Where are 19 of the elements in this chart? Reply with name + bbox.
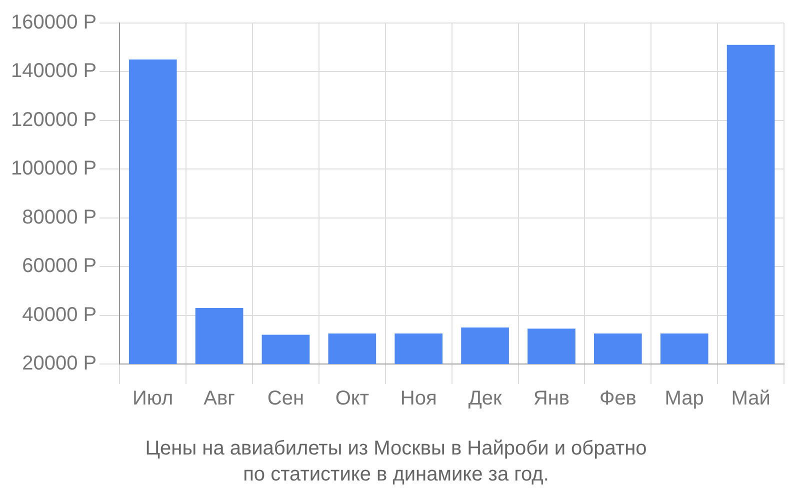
x-tick-label: Окт bbox=[335, 388, 370, 410]
y-tick-label: 20000 Р bbox=[22, 352, 97, 375]
x-tick-label: Ноя bbox=[400, 388, 437, 410]
y-tick-label: 160000 Р bbox=[10, 12, 97, 34]
x-tick-label: Май bbox=[731, 388, 770, 410]
y-tick-label: 100000 Р bbox=[10, 158, 97, 180]
x-tick-label: Фев bbox=[599, 388, 636, 410]
y-tick-label: 140000 Р bbox=[10, 60, 97, 82]
y-tick-label: 80000 Р bbox=[22, 206, 97, 228]
x-tick-label: Дек bbox=[468, 388, 502, 410]
x-tick-label: Июл bbox=[132, 388, 174, 410]
y-tick-label: 40000 Р bbox=[22, 304, 97, 326]
y-tick-label: 120000 Р bbox=[10, 108, 97, 131]
x-tick-label: Янв bbox=[533, 388, 570, 410]
text: Цены на авиабилеты из Москвы в Найроби и обратно по статистике в динамике за год. bbox=[145, 438, 647, 486]
x-tick-label: Сен bbox=[267, 388, 304, 410]
y-tick-label: 60000 Р bbox=[22, 255, 97, 278]
x-tick-label: Мар bbox=[664, 388, 704, 410]
x-tick-label: Авг bbox=[204, 388, 235, 410]
